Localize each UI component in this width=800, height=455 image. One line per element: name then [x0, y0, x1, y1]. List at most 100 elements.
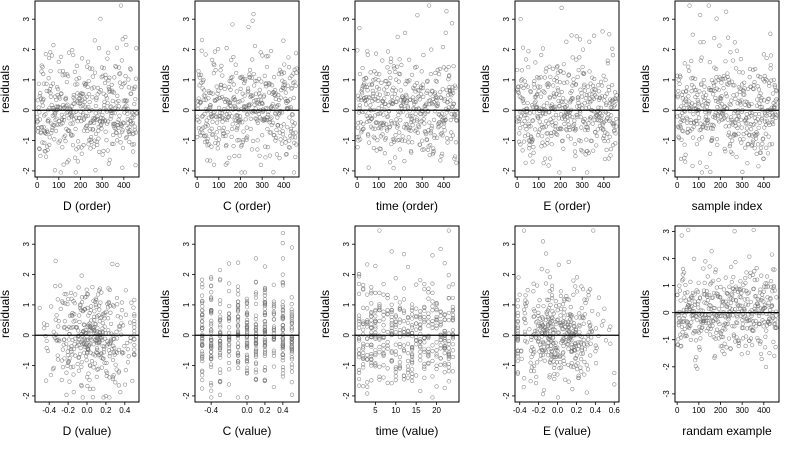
data-point [101, 148, 106, 154]
data-point [543, 69, 548, 74]
data-point [412, 87, 417, 92]
data-point [389, 141, 394, 147]
data-point [697, 347, 702, 352]
data-point [720, 110, 725, 116]
data-point [746, 317, 751, 323]
data-point [396, 109, 401, 114]
data-point [235, 303, 241, 308]
data-point [600, 127, 606, 132]
data-point [759, 115, 765, 120]
data-point [440, 87, 445, 92]
data-point [414, 327, 419, 332]
data-point [708, 326, 713, 332]
data-point [747, 133, 752, 138]
data-point [736, 340, 742, 346]
data-point [89, 318, 94, 323]
data-point [681, 307, 686, 312]
data-point [588, 327, 593, 332]
data-point [102, 360, 107, 366]
data-point [381, 328, 386, 333]
data-point [702, 280, 707, 285]
data-point [439, 131, 444, 136]
x-axis-label: D (value) [63, 424, 112, 438]
data-point [753, 324, 758, 329]
data-point [133, 130, 138, 135]
data-point [533, 335, 538, 340]
data-point [59, 91, 64, 97]
data-point [386, 103, 391, 108]
data-point [531, 347, 536, 352]
data-point [369, 356, 374, 362]
data-point [438, 95, 443, 100]
x-axis-label: D (order) [63, 199, 111, 213]
data-point [393, 276, 398, 281]
data-point [546, 81, 551, 86]
data-point [531, 368, 537, 374]
y-tick-label: 1 [342, 302, 351, 307]
data-point [89, 86, 95, 91]
data-point [289, 295, 294, 300]
data-point [82, 336, 87, 341]
data-point [235, 324, 241, 329]
data-point [361, 350, 366, 356]
data-point [250, 93, 255, 98]
data-point [737, 338, 742, 343]
data-point [205, 136, 210, 142]
data-point [397, 300, 402, 305]
data-point [227, 367, 232, 372]
data-point [217, 339, 223, 344]
data-point [197, 119, 202, 124]
data-point [381, 282, 386, 287]
data-point [390, 98, 395, 104]
data-point [124, 103, 129, 108]
data-point [722, 341, 727, 346]
data-point [46, 117, 51, 122]
data-point [536, 129, 542, 134]
points [37, 258, 137, 400]
data-point [242, 81, 247, 86]
data-point [122, 80, 127, 85]
data-point [747, 254, 752, 259]
data-point [118, 315, 123, 320]
data-point [85, 291, 90, 296]
data-point [102, 344, 107, 349]
data-point [564, 39, 569, 44]
data-point [563, 99, 568, 104]
data-point [244, 125, 249, 130]
data-point [406, 125, 411, 130]
data-point [199, 327, 205, 332]
data-point [388, 75, 393, 80]
data-point [280, 281, 285, 286]
data-point [418, 278, 423, 283]
data-point [730, 151, 735, 156]
data-point [743, 343, 748, 348]
data-point [712, 355, 717, 360]
data-point [262, 287, 268, 293]
data-point [377, 302, 382, 307]
data-point [86, 342, 92, 348]
data-point [426, 290, 431, 295]
data-point [712, 88, 717, 94]
data-point [452, 113, 457, 118]
data-point [81, 143, 86, 148]
data-point [76, 355, 81, 360]
data-point [41, 113, 47, 118]
data-point [609, 104, 614, 110]
data-point [688, 118, 693, 123]
data-point [546, 353, 551, 358]
data-point [248, 126, 253, 131]
data-point [682, 61, 687, 66]
data-point [49, 102, 54, 108]
data-point [89, 337, 94, 342]
data-point [200, 325, 205, 330]
data-point [55, 353, 60, 358]
data-point [43, 112, 48, 117]
data-point [253, 360, 259, 365]
data-point [245, 112, 250, 117]
data-point [112, 352, 117, 357]
data-point [420, 85, 426, 91]
data-point [561, 70, 566, 75]
data-point [554, 318, 560, 323]
data-point [125, 111, 130, 116]
data-point [198, 99, 203, 105]
